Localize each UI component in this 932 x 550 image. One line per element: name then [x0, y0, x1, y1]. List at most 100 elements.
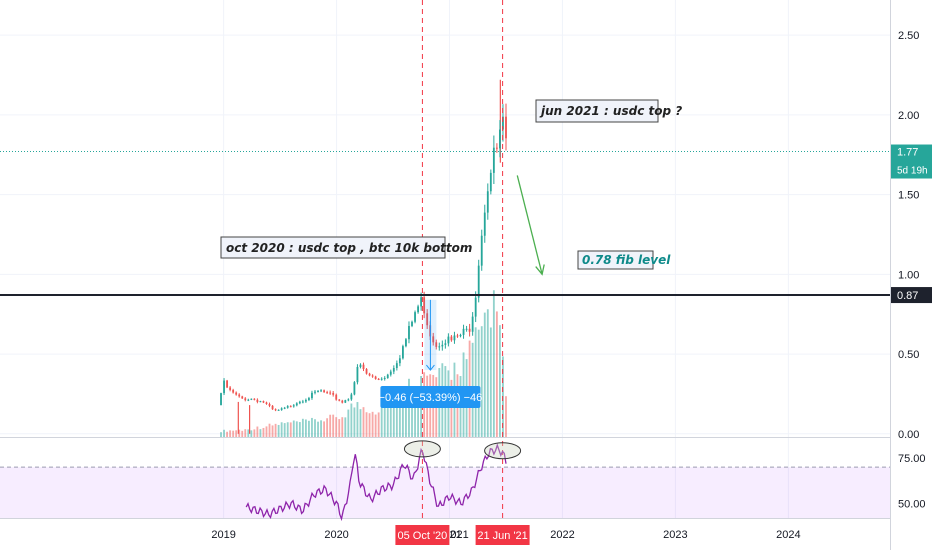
- volume-bar: [492, 290, 495, 437]
- annotation-oct-2020[interactable]: oct 2020 : usdc top , btc 10k bottom: [220, 236, 472, 259]
- candle-body: [474, 297, 477, 317]
- volume-bar: [389, 400, 392, 437]
- time-tick-label: 2022: [550, 529, 574, 541]
- annotation-jun-2021-text: jun 2021 : usdc top ?: [539, 104, 682, 118]
- candle-body: [389, 371, 392, 375]
- candle-body: [426, 313, 429, 326]
- volume-bar: [480, 326, 483, 437]
- volume-bar: [353, 407, 356, 437]
- candle-body: [462, 328, 465, 335]
- main-pane[interactable]: [0, 0, 890, 437]
- candle-body: [468, 328, 471, 332]
- volume-bar: [374, 414, 377, 437]
- volume-bar: [295, 421, 298, 437]
- candle-body: [477, 265, 480, 298]
- rsi-band: [0, 467, 890, 518]
- price-axis[interactable]: 2.50 2.00 1.50 1.00 0.50 0.00 75.00 50.0…: [898, 30, 926, 510]
- volume-bar: [250, 430, 253, 437]
- marker-badge-oct: 05 Oct '20: [395, 525, 450, 545]
- candle-body: [295, 403, 298, 406]
- level-price-badge: 0.87: [891, 287, 932, 304]
- volume-bar: [301, 418, 304, 437]
- price-tick-label: 0.50: [898, 349, 919, 361]
- level-value: 0.87: [897, 290, 918, 302]
- candle-body: [238, 394, 241, 397]
- volume-bar: [259, 429, 262, 437]
- candle-body: [268, 403, 271, 406]
- projection-arrow[interactable]: [516, 175, 545, 276]
- candle-body: [317, 390, 319, 392]
- candle-body: [414, 312, 416, 322]
- volume-bar: [265, 426, 268, 437]
- candle-body: [344, 400, 347, 403]
- time-axis[interactable]: 2019 2020 2021 2022 2023 2024 021 05 Oct…: [211, 525, 801, 545]
- volume-bar: [232, 430, 235, 437]
- candle-body: [480, 235, 483, 266]
- volume-bar: [477, 329, 480, 437]
- candle-body: [383, 377, 386, 379]
- volume-bar: [359, 409, 362, 437]
- volume-bar: [262, 427, 265, 437]
- volume-bar: [323, 421, 326, 437]
- candle-body: [489, 172, 492, 192]
- candle-body: [401, 346, 404, 359]
- candle-body: [441, 344, 444, 347]
- candle-body: [495, 147, 498, 149]
- candle-body: [265, 402, 268, 404]
- volume-bar: [317, 421, 319, 437]
- candle-body: [304, 399, 307, 402]
- candle-body: [398, 358, 401, 364]
- candle-body: [283, 407, 286, 409]
- volume-bar: [450, 379, 453, 437]
- annotation-fib-level[interactable]: 0.78 fib level: [577, 250, 671, 270]
- rsi-highlight-ellipse: [484, 442, 522, 460]
- candle-body: [486, 191, 489, 213]
- candle-body: [320, 390, 322, 392]
- volume-bar: [220, 432, 222, 437]
- volume-bar: [229, 430, 232, 437]
- candle-body: [420, 297, 423, 307]
- current-price-badge: 1.77 5d 19h: [891, 144, 932, 179]
- candle-body: [438, 346, 441, 348]
- projection-arrow-head: [535, 264, 545, 276]
- annotation-jun-2021[interactable]: jun 2021 : usdc top ?: [535, 99, 682, 123]
- candle-body: [247, 399, 250, 401]
- volume-bar: [411, 392, 413, 437]
- volume-bar: [298, 422, 301, 437]
- rsi-pane[interactable]: [0, 438, 890, 518]
- volume-bar: [344, 417, 347, 437]
- volume-bar: [505, 396, 507, 437]
- volume-bar: [247, 429, 250, 437]
- candle-body: [502, 116, 504, 130]
- price-tick-label: 2.50: [898, 30, 919, 42]
- candle-body: [226, 380, 228, 388]
- volume-bar: [495, 311, 498, 437]
- candle-body: [362, 364, 365, 370]
- volume-bar: [347, 409, 350, 437]
- candle-body: [262, 401, 265, 403]
- volume-bar: [235, 430, 238, 437]
- candle-body: [347, 399, 350, 401]
- measure-arrow-head: [426, 364, 435, 371]
- time-tick-label: 2024: [776, 529, 800, 541]
- price-tick-label: 0.00: [898, 429, 919, 441]
- measure-tool[interactable]: −0.46 (−53.39%) −46: [379, 299, 483, 409]
- candle-body: [292, 405, 295, 407]
- time-tick-label: 2019: [211, 529, 235, 541]
- candle-body: [332, 392, 335, 395]
- volume-bar: [329, 414, 332, 437]
- marker-badge-jun: 21 Jun '21: [475, 525, 530, 545]
- candle-body: [280, 408, 283, 410]
- volume-bar: [341, 417, 344, 437]
- price-tick-label: 1.00: [898, 269, 919, 281]
- candle-body: [453, 335, 456, 341]
- price-tick-label: 2.00: [898, 110, 919, 122]
- candle-body: [368, 373, 371, 376]
- volume-bar: [277, 424, 280, 437]
- candle-body: [229, 387, 232, 390]
- volume-bar: [362, 407, 365, 437]
- measure-label: −0.46 (−53.39%) −46: [379, 392, 483, 404]
- volume-bar: [268, 423, 271, 437]
- volume-bar: [392, 394, 395, 437]
